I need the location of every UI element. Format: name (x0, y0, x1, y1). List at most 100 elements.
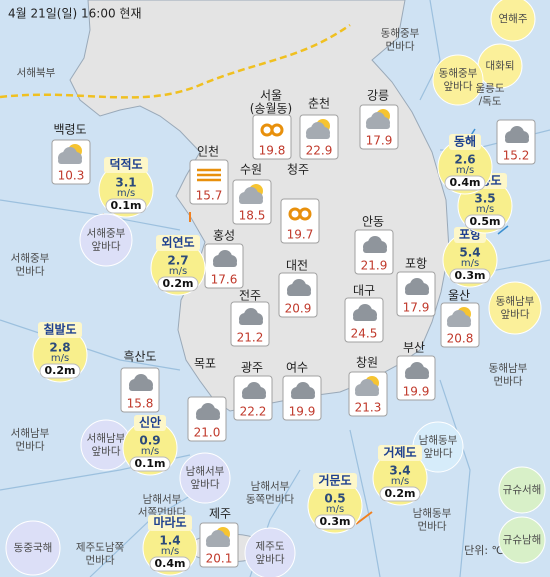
sea-area-badge (79, 213, 133, 267)
sea-area-badge (488, 281, 542, 335)
station-name: 대구 (353, 284, 375, 298)
sea-area-label: 앞바다 (92, 241, 121, 253)
station-name: 춘천 (308, 96, 330, 111)
wave-height: 0.2m (385, 487, 416, 500)
boundary-line (0, 23, 351, 99)
cloud (353, 315, 377, 321)
sea-area-label: 앞바다 (191, 479, 220, 491)
temperature: 10.3 (58, 169, 85, 183)
cloud (306, 133, 330, 139)
sea-area-badge (244, 527, 296, 577)
buoy-name: 동해 (454, 135, 476, 149)
sea-area-label: 서해남부 (87, 432, 126, 445)
wind-unit: m/s (461, 258, 479, 269)
cloud (291, 393, 315, 399)
cloud (405, 289, 429, 295)
cloud (242, 393, 266, 399)
sea-area-label: 앞바다 (256, 554, 285, 566)
wave-bg (314, 514, 356, 530)
sea-area-label: 동중국해 (14, 541, 53, 554)
station-name: 청주 (287, 163, 309, 177)
wind-speed: 2.7 (167, 254, 188, 268)
station-name: 창원 (356, 356, 378, 370)
wave-bg (129, 456, 171, 472)
cloud (355, 390, 379, 396)
station: 창원 21.3 (348, 356, 388, 417)
wave-height: 0.1m (135, 457, 166, 470)
station-name: 인천 (197, 144, 219, 159)
station: 서울(송월동) 19.8 (250, 89, 292, 160)
temperature: 20.8 (447, 332, 474, 346)
wind-unit: m/s (161, 546, 179, 557)
sea-area-badge (179, 452, 231, 504)
temperature: 22.2 (240, 405, 267, 419)
station-name: 광주 (241, 361, 263, 375)
wave-bg (464, 214, 506, 230)
cloud (206, 541, 230, 547)
station: 광주 22.2 (233, 361, 273, 421)
sea-area-label: 남해서부 (143, 493, 182, 506)
station: 목포 21.0 (187, 357, 227, 442)
wind-speed: 0.9 (139, 434, 160, 448)
sea-area-label: 서해남부 (11, 427, 50, 440)
station: 인천 15.7 (189, 144, 229, 205)
cloud (196, 414, 220, 420)
sea-area-badge (498, 466, 546, 514)
temperature: 21.3 (355, 401, 382, 415)
station-name: 흑산도 (123, 350, 156, 364)
station-name: 목포 (194, 357, 216, 371)
sea-area-label: 제주도 (256, 541, 285, 553)
wind-unit: m/s (456, 165, 474, 176)
temperature: 18.5 (239, 209, 266, 223)
station: 부산 19.9 (396, 341, 436, 401)
sea-area-label: 먼바다 (16, 441, 45, 453)
cloud (287, 290, 311, 296)
sea-area-label: 동해남부 (489, 362, 528, 375)
station: 청주 19.7 (280, 163, 320, 244)
temperature: 21.0 (194, 426, 221, 440)
cloud (405, 373, 429, 379)
station: 백령도 10.3 (51, 123, 91, 185)
sea-area-label: 먼바다 (86, 555, 115, 567)
station-name: 제주 (209, 507, 231, 521)
wind-speed: 0.5 (324, 492, 345, 506)
sea-area-label: 대화퇴 (486, 60, 515, 72)
buoy-name-bg (313, 473, 357, 489)
wave-bg (444, 175, 486, 191)
sea-area-label: 규슈남해 (503, 533, 542, 546)
station-name: 서울 (260, 89, 282, 103)
sea-area-label: 서해북부 (17, 66, 56, 79)
sea-area-label: 먼바다 (16, 266, 45, 278)
sea-area-label: 동쪽먼바다 (246, 494, 295, 506)
wind-speed: 2.8 (49, 341, 70, 355)
wave-bg (379, 486, 421, 502)
sea-area-label: 먼바다 (386, 41, 415, 53)
sea-area-label: 앞바다 (501, 309, 530, 321)
cloud (366, 123, 390, 129)
wave-bg (157, 276, 199, 292)
station-name: 강릉 (367, 89, 389, 103)
sea-area-label: 앞바다 (444, 81, 473, 93)
sea-area-label: 먼바다 (418, 521, 447, 533)
wave-bg (449, 268, 491, 284)
sea-area-label: 규슈서해 (503, 483, 542, 496)
haze (298, 207, 312, 221)
wind-unit: m/s (476, 204, 494, 215)
temperature: 17.9 (403, 301, 430, 315)
temperature: 21.9 (361, 259, 388, 273)
station: 전주 21.2 (230, 289, 270, 347)
buoy-name-bg (134, 415, 166, 431)
wind-speed: 3.4 (389, 464, 410, 478)
buoy-name-bg (104, 157, 148, 173)
sea-area-label: 제주도남쪽 (76, 542, 125, 554)
unit-note: 단위: ℃ (464, 544, 504, 557)
station-name: 여수 (286, 361, 308, 375)
cloud (239, 319, 263, 325)
sea-area-label: 서해중부 (87, 227, 126, 240)
station: 홍성 17.6 (204, 229, 244, 289)
station-name: 수원 (240, 163, 262, 177)
haze (270, 123, 284, 137)
sea-area-label: 남해서부 (251, 480, 290, 493)
buoy-name: 칠발도 (43, 322, 76, 337)
sea-area-badge (498, 516, 546, 564)
